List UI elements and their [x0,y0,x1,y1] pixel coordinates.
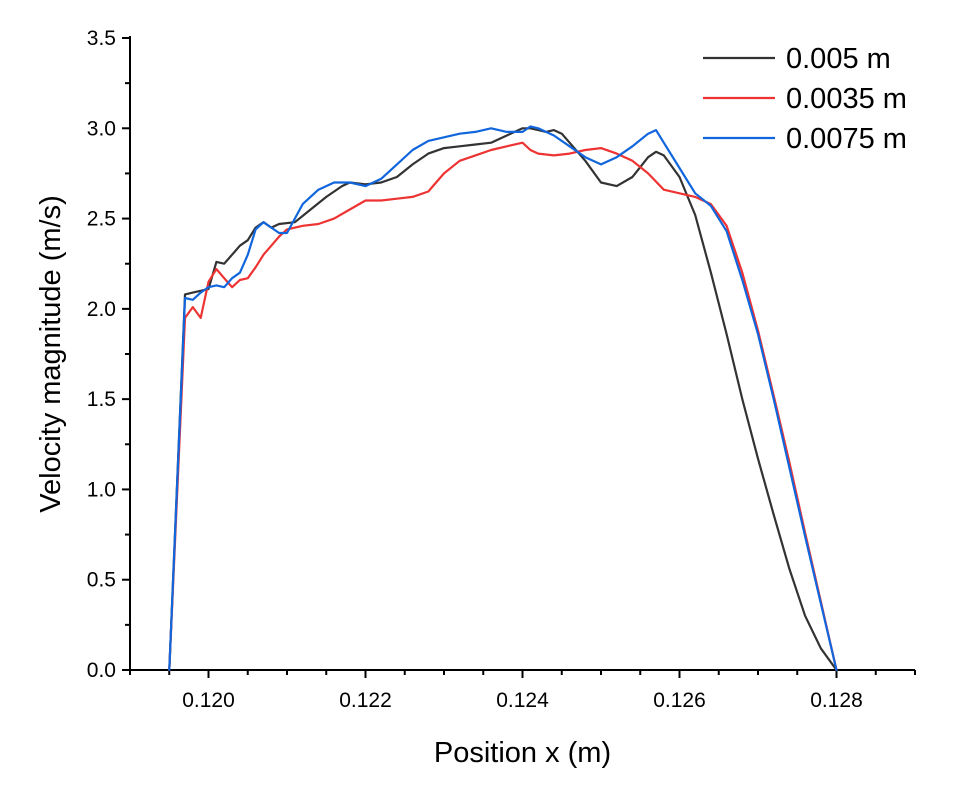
x-tick-label: 0.120 [182,689,235,712]
legend-label-2: 0.0075 m [786,123,907,155]
legend: 0.005 m 0.0035 m 0.0075 m [703,43,907,155]
y-tick-label: 2.5 [87,208,116,231]
y-tick-label: 3.5 [87,27,116,50]
x-tick-label: 0.122 [339,689,392,712]
series-line-1 [168,141,838,672]
x-axis-title: Position x (m) [434,737,611,769]
legend-label-0: 0.005 m [786,43,891,75]
series-lines [168,125,838,672]
y-tick-label: 0.5 [87,569,116,592]
x-tick-label: 0.126 [653,689,706,712]
x-axis-ticks: 0.120 0.122 0.124 0.126 0.128 [129,670,916,712]
y-axis-ticks: 0.0 0.5 1.0 1.5 2.0 2.5 3.0 3.5 [87,27,130,682]
legend-item-0: 0.005 m [703,43,891,75]
legend-item-1: 0.0035 m [703,83,907,115]
x-tick-label: 0.124 [496,689,549,712]
y-axis-title: Velocity magnitude (m/s) [35,195,67,513]
y-tick-label: 2.0 [87,298,116,321]
y-tick-label: 3.0 [87,117,116,140]
y-tick-label: 1.5 [87,388,116,411]
y-tick-label: 1.0 [87,478,116,501]
series-line-0 [168,127,838,672]
legend-item-2: 0.0075 m [703,123,907,155]
legend-label-1: 0.0035 m [786,83,907,115]
series-line-2 [168,125,838,672]
y-tick-label: 0.0 [87,659,116,682]
x-tick-label: 0.128 [810,689,863,712]
